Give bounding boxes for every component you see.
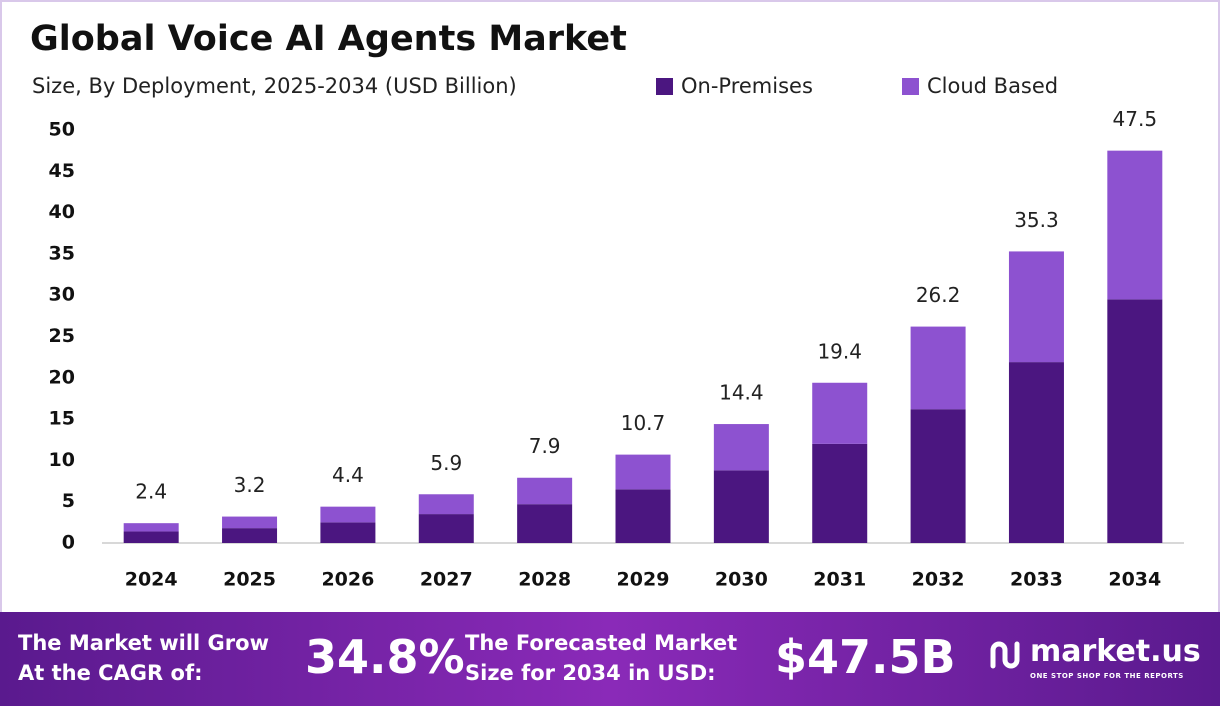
x-tick-label: 2025 (223, 569, 276, 591)
legend-label: Cloud Based (927, 74, 1058, 98)
x-tick-label: 2026 (321, 569, 374, 591)
total-label: 2.4 (135, 480, 167, 504)
total-label: 5.9 (430, 451, 462, 475)
chart: Global Voice AI Agents Market Size, By D… (0, 0, 1220, 612)
bar-segment (320, 506, 376, 523)
cagr-value: 34.8% (305, 630, 465, 684)
y-tick-label: 0 (62, 532, 75, 554)
total-label: 19.4 (817, 339, 862, 363)
brand: market.us (1030, 634, 1201, 669)
bar-segment (812, 382, 868, 444)
bar-segment (1107, 150, 1163, 300)
bar-segment (123, 523, 179, 532)
chart-subtitle: Size, By Deployment, 2025-2034 (USD Bill… (32, 74, 517, 98)
x-tick-label: 2027 (420, 569, 473, 591)
y-tick-label: 45 (49, 160, 75, 182)
forecast-text: The Forecasted Market Size for 2034 in U… (465, 631, 738, 685)
bar-segment (517, 477, 573, 505)
y-tick-label: 20 (49, 366, 75, 388)
x-tick-label: 2029 (617, 569, 670, 591)
brand-logo (990, 641, 1020, 669)
y-tick-label: 50 (49, 119, 75, 141)
total-label: 3.2 (234, 473, 266, 497)
x-tick-label: 2030 (715, 569, 768, 591)
bar-segment (123, 531, 179, 543)
total-label: 47.5 (1113, 107, 1158, 131)
forecast-value: $47.5B (775, 630, 956, 684)
total-label: 4.4 (332, 463, 364, 487)
bar-segment (713, 470, 769, 543)
total-label: 35.3 (1014, 208, 1059, 232)
bar-segment (418, 514, 474, 543)
x-tick-label: 2031 (813, 569, 866, 591)
bar-segment (615, 454, 671, 490)
y-tick-label: 5 (62, 490, 75, 512)
y-tick-label: 30 (49, 284, 75, 306)
chart-title: Global Voice AI Agents Market (30, 19, 627, 59)
legend-label: On-Premises (681, 74, 813, 98)
x-tick-label: 2033 (1010, 569, 1063, 591)
x-tick-label: 2034 (1108, 569, 1161, 591)
bar-segment (713, 424, 769, 471)
footer: The Market will Grow At the CAGR of: 34.… (0, 612, 1220, 706)
bar-segment (517, 504, 573, 543)
cagr-text: The Market will Grow At the CAGR of: (18, 631, 269, 685)
tagline: ONE STOP SHOP FOR THE REPORTS (1030, 672, 1184, 680)
x-tick-label: 2028 (518, 569, 571, 591)
x-tick-label: 2032 (912, 569, 965, 591)
bar-segment (418, 494, 474, 515)
x-tick-label: 2024 (125, 569, 178, 591)
frame (0, 0, 1220, 612)
total-label: 26.2 (916, 283, 961, 307)
bar-segment (812, 443, 868, 543)
bar-segment (320, 522, 376, 543)
bar-segment (1008, 251, 1064, 363)
bar-segment (1008, 362, 1064, 543)
total-label: 7.9 (529, 434, 561, 458)
legend-swatch (902, 78, 919, 95)
bar-segment (1107, 299, 1163, 543)
legend-swatch (656, 78, 673, 95)
y-tick-label: 10 (49, 449, 75, 471)
y-tick-label: 15 (49, 408, 75, 430)
bar-segment (910, 326, 966, 410)
y-tick-label: 25 (49, 325, 75, 347)
bar-segment (615, 489, 671, 543)
total-label: 14.4 (719, 381, 764, 405)
total-label: 10.7 (621, 411, 666, 435)
bar-segment (222, 528, 278, 543)
bar-segment (222, 516, 278, 529)
bar-segment (910, 409, 966, 543)
y-tick-label: 40 (49, 201, 75, 223)
y-tick-label: 35 (49, 242, 75, 264)
